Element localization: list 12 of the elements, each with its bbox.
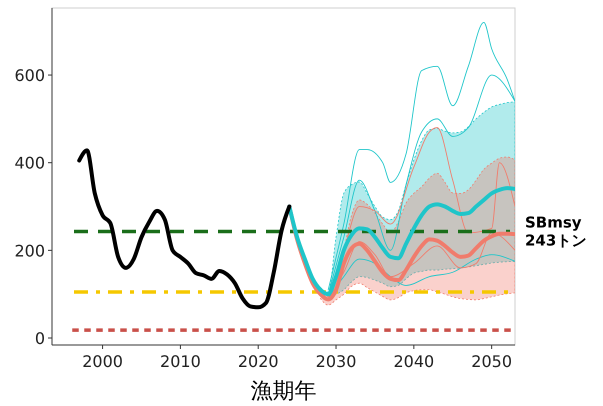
x-tick-label: 2020: [238, 352, 279, 371]
x-tick-label: 2040: [393, 352, 434, 371]
y-tick-label: 200: [14, 241, 45, 260]
y-tick-label: 600: [14, 66, 45, 86]
x-tick-label: 2000: [82, 352, 123, 371]
x-axis-title: 漁期年: [250, 379, 316, 404]
x-tick-label: 2030: [316, 352, 356, 371]
x-tick-label: 2050: [471, 352, 512, 371]
y-tick-label: 400: [14, 154, 45, 173]
x-tick-label: 2010: [160, 352, 201, 371]
ref-line-label: SBmsy 243トン: [525, 214, 586, 250]
y-tick-label: 0: [34, 328, 45, 348]
